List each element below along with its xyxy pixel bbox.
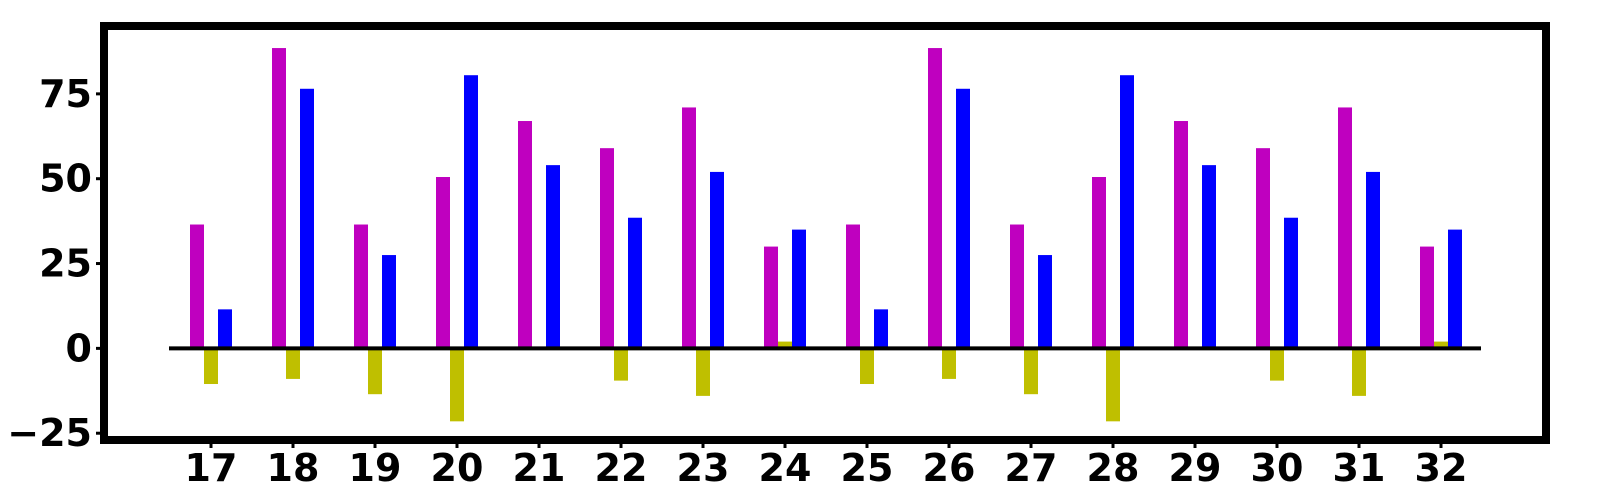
x-tick-label: 20 <box>431 446 484 490</box>
x-tick-label: 32 <box>1415 446 1468 490</box>
bar-series-3-19 <box>382 255 396 349</box>
bar-series-3-26 <box>956 88 970 349</box>
bar-series-2-17 <box>204 348 218 385</box>
x-tick-label: 28 <box>1087 446 1140 490</box>
bar-series-2-18 <box>286 348 300 379</box>
bar-series-1-24 <box>764 246 778 349</box>
bar-series-3-21 <box>546 165 560 349</box>
bar-series-3-23 <box>710 171 724 349</box>
bar-series-3-31 <box>1366 171 1380 349</box>
x-tick-label: 22 <box>595 446 648 490</box>
axes-layer: −25 0 25 50 75 17 18 19 20 21 22 23 24 25 26 27 28 29 30 31… <box>7 72 1467 490</box>
bar-series-2-23 <box>696 348 710 396</box>
bar-series-3-22 <box>628 217 642 349</box>
bar-series-1-31 <box>1338 107 1352 349</box>
bars-layer <box>190 48 1462 422</box>
bar-series-1-32 <box>1420 246 1434 349</box>
bar-series-3-20 <box>464 75 478 349</box>
bar-series-2-26 <box>942 348 956 379</box>
bar-series-1-29 <box>1174 121 1188 349</box>
bar-series-2-25 <box>860 348 874 385</box>
bar-series-2-24 <box>778 341 792 349</box>
x-tick-label: 18 <box>267 446 320 490</box>
y-tick-label: 50 <box>39 157 92 201</box>
bar-series-2-20 <box>450 348 464 422</box>
y-tick-label: 25 <box>39 242 92 286</box>
x-tick-label: 29 <box>1169 446 1222 490</box>
bar-series-3-27 <box>1038 255 1052 349</box>
plot-frame <box>100 22 1550 444</box>
x-tick-label: 17 <box>185 446 238 490</box>
bar-series-2-32 <box>1434 341 1448 349</box>
bar-series-1-19 <box>354 224 368 349</box>
bar-series-3-18 <box>300 88 314 349</box>
bar-series-2-30 <box>1270 348 1284 381</box>
bar-series-3-17 <box>218 309 232 349</box>
bar-series-3-25 <box>874 309 888 349</box>
y-tick-label: −25 <box>7 411 92 455</box>
bar-series-2-19 <box>368 348 382 395</box>
bar-series-1-30 <box>1256 148 1270 349</box>
x-tick-label: 27 <box>1005 446 1058 490</box>
bar-series-2-28 <box>1106 348 1120 422</box>
bar-series-3-29 <box>1202 165 1216 349</box>
x-tick-label: 19 <box>349 446 402 490</box>
x-tick-label: 21 <box>513 446 566 490</box>
x-tick-label: 30 <box>1251 446 1304 490</box>
bar-series-1-27 <box>1010 224 1024 349</box>
bar-series-3-28 <box>1120 75 1134 349</box>
y-tick-label: 75 <box>39 72 92 116</box>
bar-series-2-31 <box>1352 348 1366 396</box>
x-tick-label: 25 <box>841 446 894 490</box>
bar-series-1-28 <box>1092 177 1106 349</box>
bar-series-2-27 <box>1024 348 1038 395</box>
bar-series-1-18 <box>272 48 286 349</box>
bar-series-1-23 <box>682 107 696 349</box>
bar-series-2-22 <box>614 348 628 381</box>
x-tick-label: 23 <box>677 446 730 490</box>
bar-series-1-17 <box>190 224 204 349</box>
x-tick-label: 24 <box>759 446 812 490</box>
bar-series-1-25 <box>846 224 860 349</box>
bar-series-3-32 <box>1448 229 1462 349</box>
bar-series-3-30 <box>1284 217 1298 349</box>
y-tick-label: 0 <box>66 326 92 370</box>
x-tick-label: 31 <box>1333 446 1386 490</box>
bar-series-1-26 <box>928 48 942 349</box>
bar-series-1-22 <box>600 148 614 349</box>
bar-series-3-24 <box>792 229 806 349</box>
x-tick-label: 26 <box>923 446 976 490</box>
bar-series-1-21 <box>518 121 532 349</box>
bar-series-1-20 <box>436 177 450 349</box>
